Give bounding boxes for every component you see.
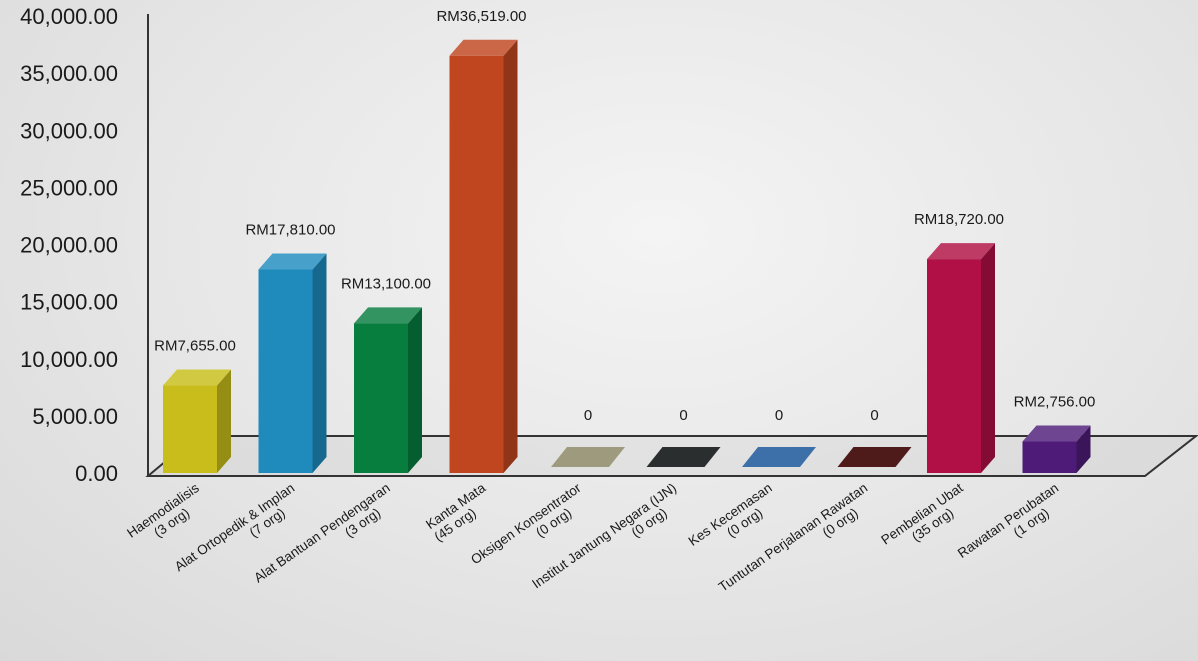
category-label: Rawatan Perubatan(1 org) <box>955 480 1061 561</box>
bar-top <box>1022 425 1091 442</box>
data-label: 0 <box>584 407 592 424</box>
bar <box>927 243 995 473</box>
data-label: RM36,519.00 <box>436 8 526 25</box>
bar-side <box>503 39 518 474</box>
bar <box>742 447 816 467</box>
y-tick-label: 0.00 <box>75 461 118 486</box>
bar-front <box>1022 441 1077 473</box>
bar-side <box>1076 425 1091 473</box>
bar <box>354 307 422 473</box>
bar <box>163 369 231 473</box>
data-label: RM18,720.00 <box>914 211 1004 228</box>
y-tick-label: 10,000.00 <box>20 347 118 372</box>
bar <box>1022 425 1091 473</box>
bars <box>163 39 1091 474</box>
bar-zero-tile <box>837 447 912 467</box>
data-label: 0 <box>679 407 687 424</box>
data-labels: RM7,655.00 RM17,810.00 RM13,100.00 RM36,519… <box>154 8 1095 424</box>
y-tick-label: 30,000.00 <box>20 118 118 143</box>
y-tick-label: 40,000.00 <box>20 4 118 29</box>
bar-front <box>258 269 313 473</box>
bar-zero-tile <box>646 447 721 467</box>
bar-front <box>449 55 504 474</box>
bar-side <box>408 307 422 473</box>
data-label: 0 <box>775 407 783 424</box>
x-axis-labels: Haemodialisis(3 org)Alat Ortopedik & Imp… <box>124 480 1061 595</box>
data-label: RM13,100.00 <box>341 275 431 292</box>
bar-side <box>981 243 995 473</box>
bar-front <box>354 323 408 473</box>
bar-front <box>163 385 217 473</box>
data-label: RM2,756.00 <box>1014 394 1096 411</box>
y-tick-label: 15,000.00 <box>20 290 118 315</box>
bar-top <box>258 253 327 270</box>
bar <box>646 447 721 467</box>
bar-top <box>354 307 422 324</box>
bar-zero-tile <box>742 447 816 467</box>
y-tick-label: 25,000.00 <box>20 175 118 200</box>
bar-side <box>217 369 231 473</box>
data-label: RM17,810.00 <box>245 222 335 239</box>
bar-top <box>449 39 518 56</box>
data-label: RM7,655.00 <box>154 338 236 355</box>
bar-front <box>927 259 981 473</box>
data-label: 0 <box>870 407 878 424</box>
bar <box>449 39 518 474</box>
y-tick-label: 5,000.00 <box>32 404 118 429</box>
bar <box>837 447 912 467</box>
bar <box>551 447 625 467</box>
y-axis: 0.00 5,000.00 10,000.00 15,000.00 20,000.00 2… <box>20 4 149 486</box>
bar-top <box>927 243 995 260</box>
y-tick-label: 35,000.00 <box>20 61 118 86</box>
category-label: Haemodialisis(3 org) <box>124 480 202 541</box>
bar-top <box>163 369 231 386</box>
bar-zero-tile <box>551 447 625 467</box>
y-tick-label: 20,000.00 <box>20 233 118 258</box>
category-name: Tuntutan Perjalanan Rawatan <box>716 480 871 594</box>
bar <box>258 253 327 473</box>
category-label: Kanta Mata(45 org) <box>423 480 489 545</box>
bar-side <box>312 253 327 473</box>
